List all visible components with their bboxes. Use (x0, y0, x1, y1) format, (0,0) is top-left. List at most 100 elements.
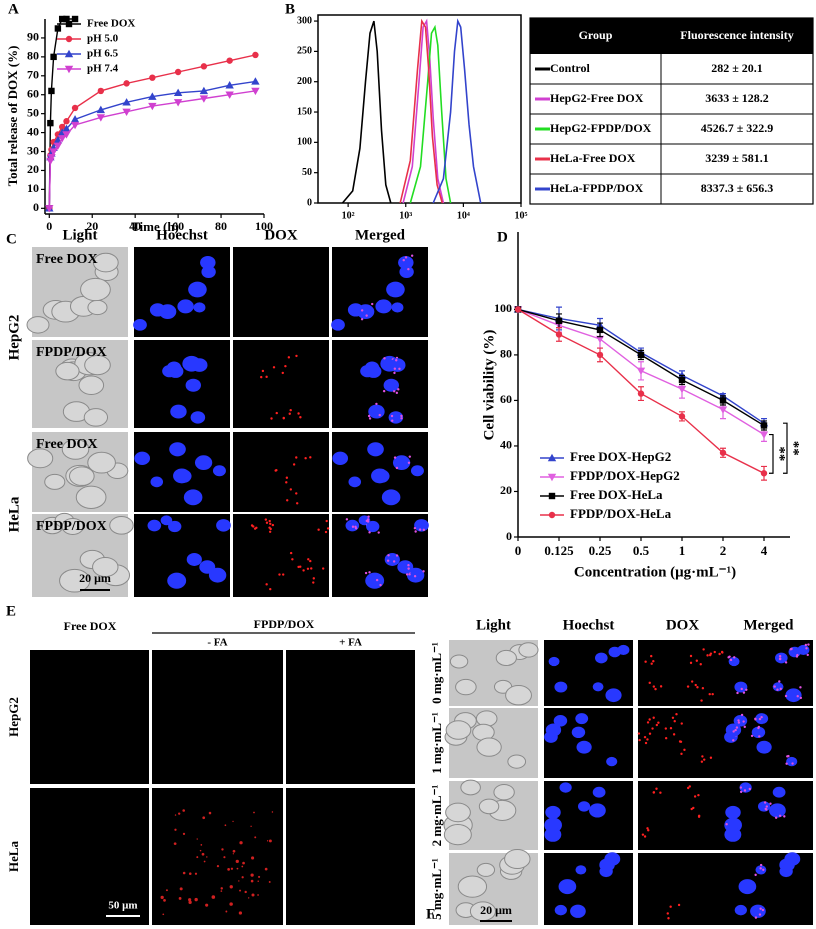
column-header: Hoechst (156, 227, 208, 243)
dox-spot (242, 861, 245, 865)
cell (504, 848, 531, 870)
dox-spot (422, 528, 426, 532)
nucleus (216, 519, 231, 532)
dox-spot (414, 530, 417, 533)
dox-spot (302, 569, 305, 572)
dox-spot (178, 812, 181, 815)
nucleus (383, 378, 399, 392)
dox-spot (269, 587, 272, 591)
cell (44, 473, 66, 490)
dox-spot (418, 528, 422, 531)
y-tick-label: 60 (500, 392, 512, 406)
nucleus (755, 713, 769, 725)
dox-spot (367, 414, 371, 418)
dox-spot (232, 853, 234, 855)
dox-spot (695, 659, 699, 662)
legend-marker (547, 473, 557, 482)
micrograph (30, 788, 149, 925)
cell (445, 802, 471, 823)
dox-spot (689, 661, 693, 665)
dox-spot (405, 573, 409, 576)
dox-spot (664, 727, 668, 730)
nucleus (738, 879, 757, 895)
row-label: FPDP/DOX (36, 519, 107, 534)
dox-spot (410, 254, 414, 257)
nucleus (365, 572, 385, 589)
dox-spot (748, 787, 752, 791)
legend-marker (548, 492, 556, 500)
nucleus (553, 715, 568, 727)
dox-spot (252, 525, 255, 528)
x-tick-label: 80 (215, 219, 227, 233)
dox-spot (652, 716, 655, 719)
marker (122, 108, 131, 116)
dox-spot (282, 573, 285, 576)
nucleus (751, 726, 766, 739)
dox-spot (758, 913, 762, 916)
dox-spot (295, 456, 298, 459)
nucleus (797, 644, 810, 656)
marker (555, 331, 563, 338)
dox-spot (677, 903, 681, 907)
y-tick-label: 0 (307, 197, 312, 208)
dox-spot (655, 723, 659, 727)
nucleus (554, 681, 568, 693)
dox-spot (254, 836, 257, 839)
dox-spot (759, 907, 762, 910)
dox-spot (288, 412, 291, 415)
y-tick-label: 80 (27, 49, 39, 63)
dox-spot (392, 390, 396, 393)
dox-spot (238, 911, 243, 915)
dox-spot (400, 417, 403, 420)
dox-spot (365, 519, 369, 523)
dox-spot (211, 895, 216, 899)
cell (460, 779, 481, 796)
dox-spot (309, 559, 312, 563)
micrograph (286, 788, 415, 925)
dox-spot (194, 897, 198, 902)
table-cell: HepG2-Free DOX (550, 91, 644, 105)
series-line (341, 20, 392, 204)
y-tick-label: 150 (297, 106, 312, 117)
marker (173, 99, 183, 107)
nucleus (194, 455, 213, 470)
nucleus (186, 553, 202, 566)
dox-spot (375, 402, 378, 406)
x-axis-label: Concentration (μg·mL⁻¹) (574, 564, 736, 580)
micrograph (152, 788, 283, 925)
y-axis-label: Total release of DOX (%) (5, 46, 20, 187)
dox-spot (402, 258, 405, 262)
dox-spot (368, 417, 372, 420)
nucleus (398, 256, 414, 270)
nucleus (784, 852, 801, 866)
marker (96, 105, 106, 114)
cell (449, 654, 469, 669)
nucleus (345, 519, 360, 532)
marker (47, 154, 56, 162)
nucleus (575, 865, 587, 875)
marker (71, 104, 79, 112)
dox-spot (407, 564, 410, 567)
marker (555, 317, 563, 324)
dox-spot (271, 811, 274, 813)
dox-spot (671, 716, 675, 719)
dox-spot (725, 822, 728, 826)
y-tick-label: 0 (506, 529, 512, 543)
legend-label: Free DOX-HepG2 (570, 449, 671, 464)
x-tick-label: 10⁴ (457, 210, 470, 221)
nucleus (733, 715, 748, 727)
nucleus (559, 782, 572, 793)
dox-spot (321, 567, 325, 570)
nucleus (386, 281, 405, 298)
dox-spot (743, 725, 746, 729)
dox-spot (750, 734, 754, 738)
nucleus (414, 519, 429, 532)
cell (507, 754, 527, 769)
dox-spot (686, 786, 690, 790)
marker (45, 205, 54, 213)
cell (493, 784, 515, 801)
nucleus (177, 299, 194, 314)
nucleus (577, 801, 591, 812)
y-tick-label: 250 (297, 46, 312, 57)
marker (63, 15, 70, 23)
